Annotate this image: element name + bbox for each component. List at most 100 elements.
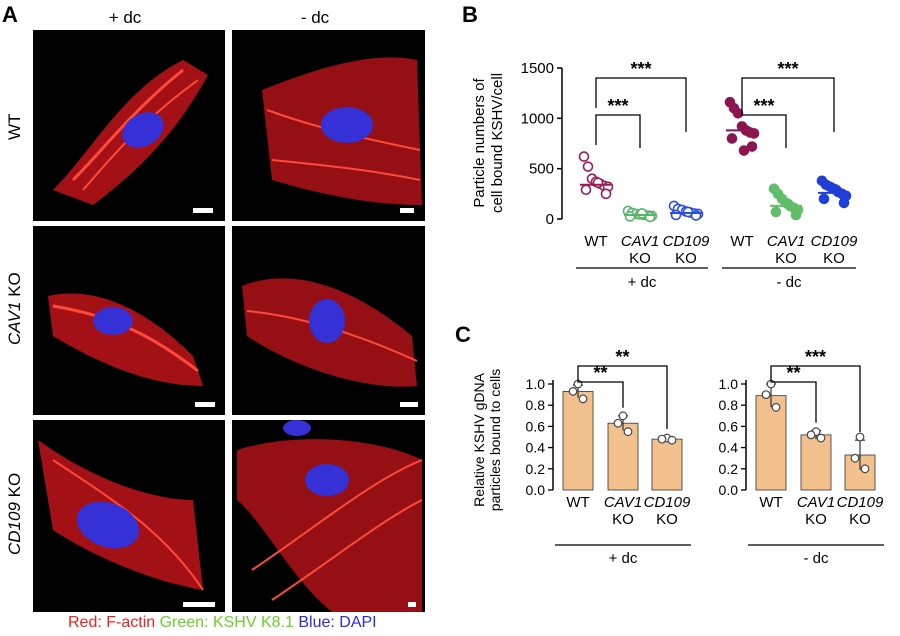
c-y-tick-label: 0.8 [719, 397, 739, 413]
c-y-tick-label: 1.0 [719, 376, 739, 392]
b-group-label: + dc [628, 274, 657, 291]
b-y-tick-label: 1500 [521, 60, 554, 77]
b-significance-label: *** [630, 59, 651, 79]
c-category-label: CD109 KO [644, 494, 691, 528]
c-category-label: CAV1 KO [797, 494, 835, 528]
c-y-tick-label: 0.2 [719, 461, 739, 477]
c-significance-bracket [577, 365, 668, 429]
c-y-tick-label: 0.6 [526, 418, 546, 434]
c-data-point [850, 453, 860, 463]
b-group-label: - dc [776, 274, 802, 291]
c-data-point [618, 411, 628, 421]
c-group-label: + dc [609, 550, 638, 567]
c-y-axis-label: Relative KSHV gDNA [471, 372, 487, 506]
column-header-minus-dc: - dc [300, 8, 330, 27]
legend-green: Green: KSHV K8.1 [159, 614, 294, 631]
stain-legend: Red: F-actin Green: KSHV K8.1 Blue: DAPI [68, 614, 377, 632]
c-y-tick-label: 0.0 [526, 482, 546, 498]
column-header-plus-dc: + dc [108, 8, 142, 27]
c-data-point [761, 390, 771, 400]
legend-red: Red: F-actin [68, 614, 156, 631]
c-y-tick-label: 0.2 [526, 461, 546, 477]
c-y-tick-label: 0.4 [719, 440, 739, 456]
b-y-tick-label: 500 [529, 161, 554, 178]
b-data-point [746, 141, 758, 152]
c-y-tick-label: 1.0 [526, 376, 546, 392]
b-significance-label: *** [607, 96, 628, 116]
micrograph-cav1-ko-minus-dc [232, 226, 425, 415]
micrograph-wt-minus-dc [232, 30, 425, 221]
b-category-label: CAV1 KO [621, 233, 659, 267]
legend-blue: Blue: DAPI [298, 614, 377, 631]
c-significance-label: ** [615, 347, 629, 367]
b-category-label: WT [730, 233, 753, 250]
b-data-point [838, 197, 850, 209]
b-data-point [770, 206, 782, 218]
c-data-point [623, 427, 633, 437]
b-category-label: CAV1 KO [767, 233, 805, 267]
c-significance-bracket [577, 380, 624, 408]
micrograph-cd109-ko-plus-dc [33, 420, 225, 612]
b-data-point [682, 206, 694, 218]
b-y-axis-label: Particle numbers of [471, 78, 488, 208]
b-data-point [790, 209, 802, 221]
micrograph-cd109-ko-minus-dc [232, 420, 425, 612]
b-data-point [726, 133, 738, 144]
b-y-tick-label: 1000 [521, 110, 554, 127]
b-data-point [624, 211, 636, 222]
b-data-point [782, 198, 794, 210]
c-significance-bracket [770, 365, 861, 433]
b-significance-bracket [741, 92, 787, 148]
b-data-point [578, 151, 590, 162]
b-significance-label: *** [777, 59, 798, 79]
b-y-axis-label-line2: cell bound KSHV/cell [489, 73, 506, 213]
c-bar [562, 391, 594, 491]
c-bar [800, 434, 832, 491]
c-group-label: - dc [803, 550, 829, 567]
b-significance-bracket [741, 77, 835, 132]
b-category-label: WT [584, 233, 607, 250]
c-bar [651, 438, 683, 491]
c-data-point [657, 434, 667, 444]
micrograph-wt-plus-dc [33, 30, 225, 221]
b-data-point [670, 209, 682, 221]
c-category-label: CAV1 KO [604, 494, 642, 528]
panel-b-letter: B [462, 2, 478, 27]
panel-a-letter: A [2, 2, 18, 27]
c-significance-label: ** [786, 363, 800, 383]
panel-c-letter: C [455, 322, 471, 347]
c-data-point [816, 433, 826, 443]
c-data-point [806, 430, 816, 440]
c-category-label: WT [566, 494, 589, 511]
c-data-point [855, 432, 865, 442]
b-data-point [732, 108, 744, 119]
c-significance-bracket [770, 380, 817, 423]
b-data-point [600, 188, 612, 200]
c-data-point [860, 464, 870, 474]
c-significance-label: ** [593, 363, 607, 383]
b-category-label: CD109 KO [811, 233, 858, 267]
b-data-point [580, 184, 592, 196]
b-data-point [582, 161, 594, 172]
c-bar [607, 422, 639, 491]
b-category-label: CD109 KO [663, 233, 710, 267]
b-data-point [738, 145, 750, 156]
b-significance-label: *** [753, 96, 774, 116]
c-y-tick-label: 0.0 [719, 482, 739, 498]
b-data-point [818, 193, 830, 205]
b-significance-bracket [595, 114, 641, 148]
c-data-point [613, 418, 623, 428]
b-data-point [592, 177, 604, 189]
c-bar [755, 395, 787, 491]
c-category-label: WT [759, 494, 782, 511]
c-y-tick-label: 0.4 [526, 440, 546, 456]
c-data-point [578, 394, 588, 404]
c-data-point [771, 402, 781, 412]
micrograph-cav1-ko-plus-dc [33, 226, 225, 415]
b-y-tick-label: 0 [546, 211, 554, 228]
c-y-axis-label-line2: particles bound to cells [487, 369, 503, 511]
c-data-point [667, 435, 677, 445]
b-data-point [636, 208, 648, 219]
b-significance-bracket [595, 77, 687, 132]
